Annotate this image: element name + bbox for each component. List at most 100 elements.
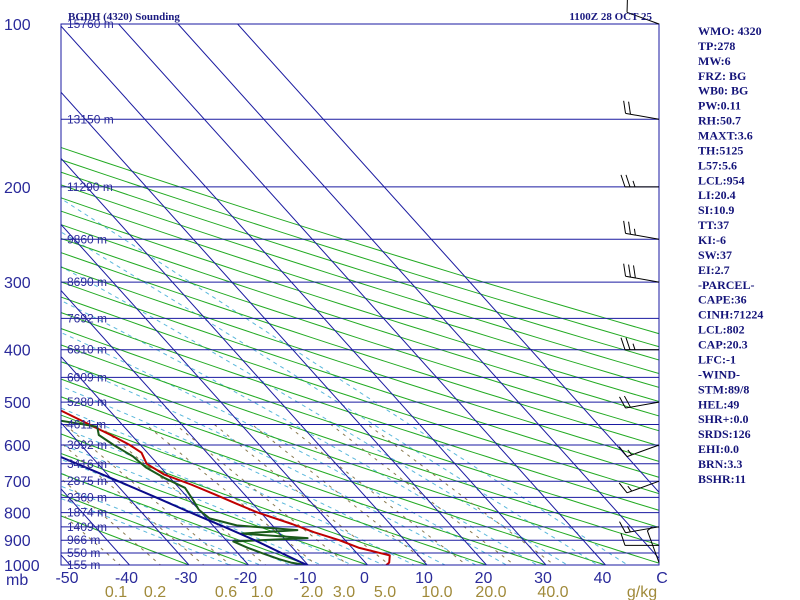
moist-adiabat-line	[61, 299, 538, 565]
index-line: LCL:802	[698, 323, 745, 337]
mixing-ratio-tick-label: g/kg	[627, 584, 657, 600]
wind-barbs	[618, 0, 660, 563]
index-line: RH:50.7	[698, 114, 741, 128]
height-label: 2360 m	[67, 490, 107, 504]
wind-barb-flag	[628, 264, 631, 278]
index-line: STM:89/8	[698, 382, 749, 396]
moist-adiabat-line	[61, 385, 446, 565]
height-label: 13150 m	[67, 112, 114, 126]
wind-barb	[620, 337, 659, 351]
mixing-ratio-tick-label: 3.0	[333, 584, 355, 600]
isotherm-line	[237, 24, 659, 493]
dry-adiabat-line	[61, 493, 250, 565]
dry-adiabat-line	[61, 146, 659, 335]
index-line: BSHR:11	[698, 472, 746, 486]
height-label: 6810 m	[67, 343, 107, 357]
wind-barb	[623, 220, 660, 240]
wind-barb-shaft	[626, 444, 660, 458]
index-line: BRN:3.3	[698, 457, 742, 471]
pressure-tick-label: 400	[4, 343, 31, 360]
isotherm-line	[61, 25, 547, 565]
wind-barb-flag	[623, 100, 627, 114]
isotherm-line	[61, 91, 487, 565]
pressure-tick-label: 1000	[4, 558, 40, 575]
dry-adiabat-line	[61, 266, 659, 462]
wind-barb-shaft	[625, 401, 660, 409]
dry-adiabat-line	[61, 312, 659, 511]
dry-adiabat-line	[61, 171, 659, 361]
wind-barb	[620, 174, 659, 188]
wind-barb-flag	[625, 174, 631, 188]
dry-adiabat-line	[61, 224, 659, 417]
index-line: HEL:49	[698, 397, 739, 411]
isotherms	[61, 24, 659, 565]
temperature-trace	[61, 409, 391, 565]
temperature-tick-label: C	[656, 570, 668, 587]
temperature-tick-label: 30	[534, 570, 552, 587]
wind-barb-flag	[628, 101, 631, 115]
dry-adiabat-line	[61, 252, 659, 447]
height-label: 15760 m	[67, 17, 114, 31]
index-line: -PARCEL-	[698, 278, 754, 292]
moist-adiabat-line	[61, 443, 354, 565]
index-line: TP:278	[698, 39, 735, 53]
isotherm-line	[177, 24, 659, 560]
temperature-tick-label: -40	[115, 570, 138, 587]
moist-adiabat-line	[61, 331, 508, 565]
plot-frame	[60, 23, 660, 566]
index-line: LCL:954	[698, 173, 745, 187]
height-label: 1409 m	[67, 520, 107, 534]
dry-adiabat-line	[61, 197, 659, 388]
moist-adiabat-line	[61, 485, 262, 565]
isotherm-line	[61, 157, 428, 565]
pressure-tick-label: 700	[4, 474, 31, 491]
height-label: 3416 m	[67, 457, 107, 471]
y-axis-unit-label: mb	[6, 572, 28, 589]
mixing-ratio-tick-label: 0.1	[105, 584, 127, 600]
index-line: WB0: BG	[698, 84, 748, 98]
mixing-ratio-tick-label: 1.0	[251, 584, 273, 600]
temperature-tick-label: -50	[55, 570, 78, 587]
wind-barb	[618, 444, 660, 458]
height-label: 11290 m	[67, 180, 113, 194]
mixing-ratio-line	[97, 424, 267, 565]
index-line: SRDS:126	[698, 427, 751, 441]
wind-barb-flag	[628, 221, 631, 235]
wind-barb-half-flag	[626, 526, 631, 533]
mixing-ratio-tick-labels: 0.1 0.2 0.6 1.0 2.0 3.0 5.0 10.0 20.0 40.0 g/kg	[105, 584, 657, 600]
wind-barb	[623, 100, 660, 120]
height-label: 2875 m	[67, 474, 107, 488]
dewpoint-trace	[61, 419, 309, 565]
height-label: 550 m	[67, 546, 100, 560]
wind-barb-flag	[623, 263, 627, 277]
index-line: SHR+:0.0	[698, 412, 749, 426]
dry-adiabat-line	[61, 344, 659, 546]
wind-barb-flag	[623, 220, 627, 234]
wind-barb-flag	[619, 521, 626, 533]
height-label: 9860 m	[67, 232, 107, 246]
wind-barb	[618, 480, 660, 494]
wind-barb-shaft	[625, 232, 660, 240]
mixing-ratio-tick-label: 10.0	[421, 584, 452, 600]
dry-adiabat-line	[61, 396, 548, 565]
wind-barb-half-flag	[632, 180, 636, 188]
index-line: L57:5.6	[698, 158, 737, 172]
dry-adiabats	[61, 146, 659, 565]
wind-barb-half-flag	[627, 485, 633, 492]
wind-barb-flag	[619, 396, 626, 409]
temperature-tick-label: -30	[174, 570, 197, 587]
dry-adiabat-line	[61, 237, 659, 432]
pressure-tick-label: 800	[4, 506, 31, 523]
wind-barb-half-flag	[632, 343, 636, 350]
dry-adiabat-line	[61, 184, 659, 375]
wind-barb	[620, 533, 659, 546]
isotherm-line	[61, 422, 190, 565]
pressure-tick-label: 500	[4, 395, 31, 412]
wind-barb-shaft	[625, 526, 660, 534]
wind-barb-shaft	[625, 275, 660, 283]
pressure-tick-label: 600	[4, 438, 31, 455]
dry-adiabat-line	[61, 433, 429, 565]
wind-barb-flag	[620, 533, 626, 546]
height-label: 155 m	[67, 558, 100, 572]
